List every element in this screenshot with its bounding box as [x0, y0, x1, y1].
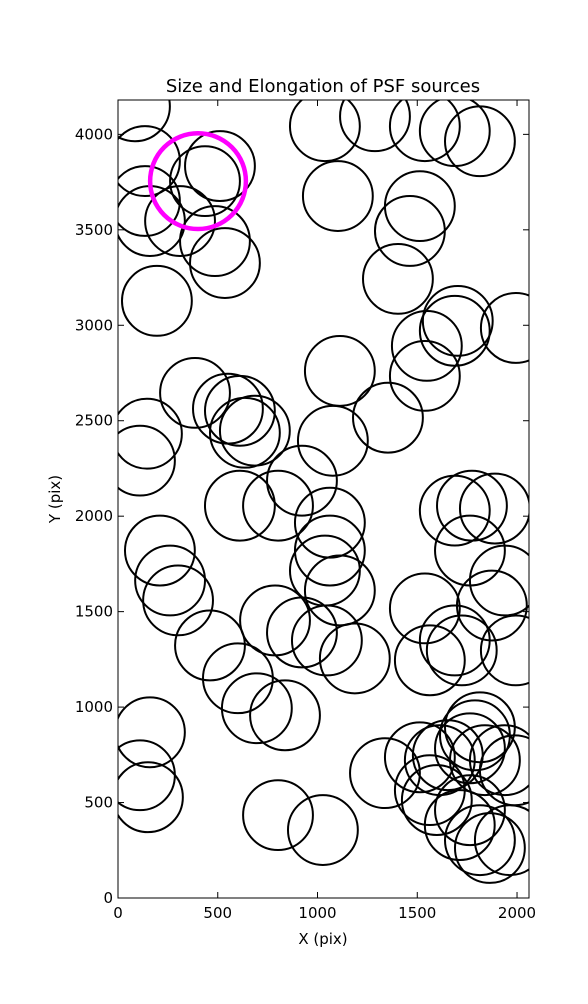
- plot-area: [118, 100, 529, 884]
- source-circle: [339, 100, 411, 153]
- source-circle: [189, 227, 261, 299]
- source-circle: [455, 569, 528, 642]
- y-tick-label: 500: [84, 794, 113, 812]
- source-circle: [220, 672, 293, 745]
- source-circle: [296, 404, 369, 477]
- x-tick-label: 2000: [498, 904, 536, 922]
- source-circle: [201, 642, 274, 715]
- source-circle: [118, 696, 186, 769]
- source-circle: [169, 145, 241, 218]
- source-circle: [134, 544, 206, 617]
- x-axis-label: X (pix): [298, 930, 347, 948]
- source-circle: [453, 812, 526, 884]
- y-axis-label: Y (pix): [46, 475, 64, 524]
- source-circle: [434, 774, 506, 847]
- chart-title: Size and Elongation of PSF sources: [166, 76, 480, 97]
- source-circle: [393, 624, 466, 697]
- source-circle: [388, 339, 461, 412]
- source-circle: [479, 614, 529, 687]
- source-circle: [142, 564, 214, 637]
- source-circle: [388, 572, 461, 645]
- x-tick-label: 1500: [398, 904, 436, 922]
- source-circle: [184, 130, 256, 202]
- source-circle: [286, 794, 359, 866]
- source-circle: [242, 469, 314, 542]
- source-circle: [383, 721, 456, 794]
- source-circle: [403, 724, 476, 797]
- source-circle: [448, 724, 521, 797]
- source-circle: [468, 724, 529, 797]
- source-circle: [468, 544, 529, 617]
- source-circle: [203, 469, 276, 542]
- source-circle: [388, 100, 461, 163]
- source-circle: [425, 614, 498, 687]
- source-circle: [303, 554, 376, 627]
- highlight-circle: [147, 131, 249, 232]
- source-circle: [203, 374, 276, 447]
- source-circle: [362, 242, 434, 315]
- source-circle: [421, 284, 494, 357]
- source-circle: [352, 381, 424, 454]
- source-circle: [218, 394, 291, 467]
- source-circle: [288, 100, 361, 163]
- source-circle: [118, 424, 176, 497]
- source-circle: [318, 622, 391, 695]
- y-tick-label: 1000: [75, 698, 113, 716]
- source-circle: [144, 185, 216, 257]
- y-tick-label: 4000: [75, 125, 113, 143]
- source-circle: [423, 789, 496, 861]
- source-circle: [383, 170, 456, 243]
- source-circle: [242, 779, 314, 852]
- source-circle: [434, 712, 506, 785]
- source-circle: [266, 444, 338, 517]
- source-circle: [390, 309, 463, 382]
- x-tick-label: 0: [113, 904, 123, 922]
- x-tick-label: 500: [203, 904, 232, 922]
- y-tick-label: 1500: [75, 603, 113, 621]
- source-circle: [179, 205, 251, 277]
- source-circle: [400, 764, 473, 836]
- source-circle: [118, 125, 181, 197]
- source-circle: [159, 356, 231, 429]
- source-circle: [436, 469, 508, 542]
- source-circle: [349, 737, 421, 810]
- source-circle: [473, 804, 529, 877]
- x-tick-label: 1000: [298, 904, 336, 922]
- axes: 0 500 1000 1500 2000 0 500 1000 1500 2000 2500 3000…: [75, 99, 536, 922]
- source-circle: [118, 100, 171, 143]
- y-tick-label: 3500: [75, 221, 113, 239]
- source-circle: [293, 514, 366, 587]
- source-circle: [249, 679, 321, 752]
- source-circle: [118, 761, 184, 834]
- source-circle: [479, 292, 529, 364]
- source-circle: [288, 534, 361, 607]
- plot-frame: [117, 99, 530, 899]
- source-circle: [120, 264, 193, 337]
- source-circle: [174, 609, 246, 682]
- source-circle: [123, 514, 196, 587]
- source-circle: [444, 804, 516, 877]
- source-circle: [118, 165, 181, 237]
- y-tick-label: 2000: [75, 507, 113, 525]
- source-circle: [118, 397, 183, 470]
- source-circle: [458, 472, 529, 545]
- y-tick-label: 2500: [75, 412, 113, 430]
- y-tick-label: 3000: [75, 316, 113, 334]
- source-circle: [301, 160, 374, 232]
- y-tick-label: 0: [103, 889, 113, 907]
- source-circle: [444, 105, 516, 178]
